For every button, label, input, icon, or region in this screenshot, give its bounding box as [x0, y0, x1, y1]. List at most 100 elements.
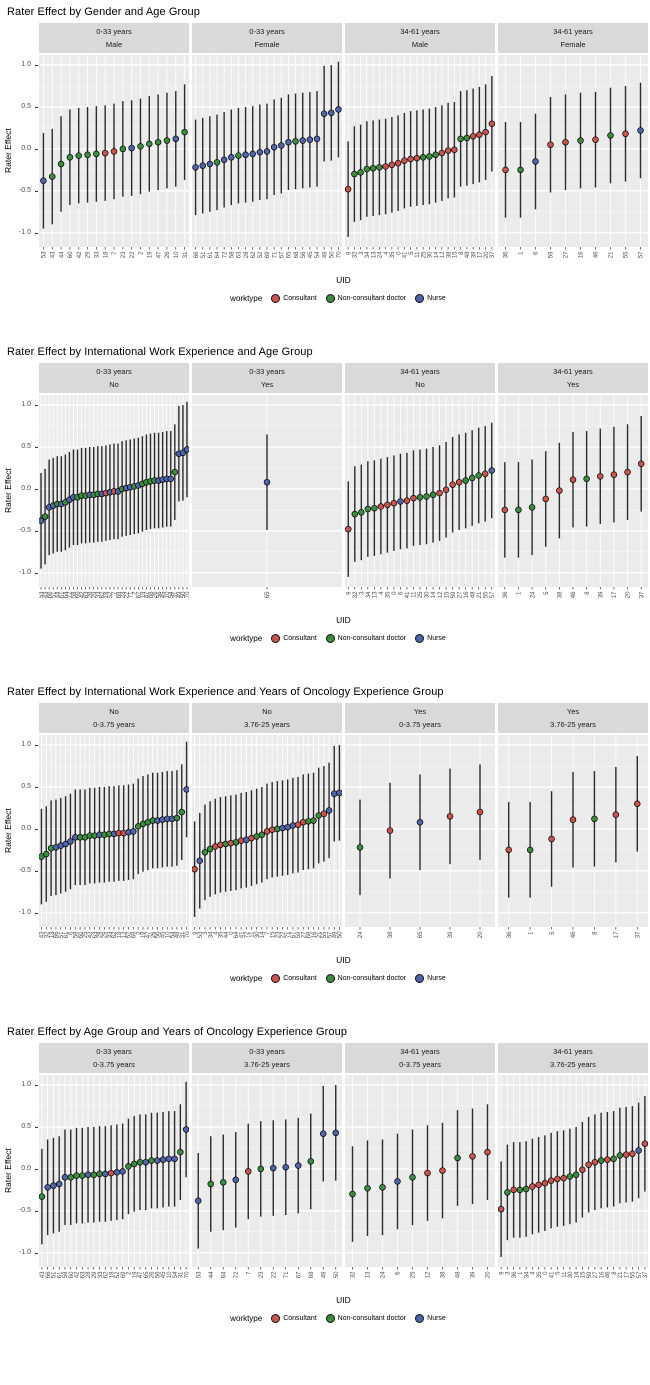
estimate-point — [377, 503, 385, 510]
estimate-point — [529, 1183, 536, 1190]
estimate-point — [457, 135, 464, 143]
x-tick-label: 70 — [337, 251, 342, 258]
x-tick-label: 49 — [177, 591, 183, 598]
facet-strip-bottom: Female — [560, 40, 586, 49]
x-tick-label: 63 — [93, 931, 99, 938]
estimate-point — [416, 494, 424, 501]
x-tick-label: 45 — [308, 251, 314, 258]
estimate-point — [591, 1158, 599, 1166]
legend: worktype Consultant Non-consultant doctor N… — [2, 1314, 648, 1323]
facet-strip: 34-61 years 0-3.75 years — [345, 1043, 495, 1073]
x-tick-label: 26 — [153, 591, 159, 598]
x-tick-label: 27 — [301, 931, 307, 938]
estimate-point — [207, 1180, 215, 1188]
x-tick-label: 39 — [471, 1271, 477, 1278]
estimate-point — [67, 838, 74, 845]
y-tick-mark — [35, 1126, 38, 1128]
x-tick-label: 17 — [478, 251, 484, 258]
facet-strip-top: 34-61 years — [553, 367, 593, 376]
estimate-point — [409, 1174, 416, 1181]
facet: 0-33 years 3.76-25 years 53 44 64 72 7 23 22 71 67… — [192, 1043, 342, 1297]
y-tick-label: 0.5 — [21, 782, 31, 790]
legend-key-swatch — [325, 294, 335, 303]
x-tick-label: 11 — [562, 1271, 568, 1278]
facet-panel: 5343665144616472586042632829336218527692… — [39, 395, 189, 598]
x-tick-label: 24 — [358, 931, 364, 938]
estimate-point — [310, 817, 317, 824]
estimate-point — [84, 1171, 92, 1179]
estimate-point — [463, 134, 471, 142]
x-tick-label: 54 — [315, 251, 321, 258]
estimate-point — [488, 467, 495, 474]
estimate-point — [325, 807, 333, 814]
facet-strip-bottom: Female — [254, 40, 280, 49]
estimate-point — [426, 153, 433, 160]
x-tick-label: 53 — [39, 591, 45, 598]
estimate-point — [43, 850, 50, 858]
x-tick-label: 66 — [47, 591, 53, 598]
x-tick-label: 25 — [411, 1271, 417, 1278]
x-tick-label: 70 — [185, 931, 189, 938]
estimate-point — [407, 155, 414, 163]
estimate-point — [227, 839, 235, 847]
x-tick-label: 47 — [145, 591, 151, 598]
x-tick-label: 15 — [444, 591, 450, 598]
estimate-point — [541, 1179, 549, 1187]
estimate-point — [635, 1147, 642, 1154]
x-tick-label: 29 — [103, 931, 109, 938]
estimate-point — [196, 857, 204, 865]
y-tick-mark — [35, 870, 38, 872]
estimate-point — [66, 154, 74, 161]
facet-strip: 0-33 years 0-3.75 years — [39, 1043, 189, 1073]
y-tick-mark — [35, 405, 38, 407]
facet-panel: 66 51 61 64 72 58 63 28 62 52 69 71 67 65 68 56 45 54 49 50… — [192, 55, 342, 258]
x-tick-label: 2 — [132, 591, 138, 595]
y-tick-mark — [35, 65, 38, 67]
x-tick-label: 44 — [55, 591, 61, 598]
estimate-point — [285, 138, 292, 146]
x-tick-label: 54 — [169, 591, 175, 598]
facet-strip-bottom: 3.76-25 years — [550, 720, 596, 729]
estimate-point — [307, 1158, 314, 1165]
x-tick-label: 46 — [571, 591, 577, 598]
y-tick-label: -0.5 — [18, 526, 31, 534]
estimate-point — [136, 1158, 144, 1166]
estimate-point — [345, 185, 352, 193]
estimate-point — [182, 1126, 189, 1133]
facet: 0-33 years Yes 65 — [192, 363, 342, 617]
x-tick-label: 29 — [92, 591, 98, 598]
y-tick-mark — [35, 745, 38, 747]
estimate-point — [268, 826, 276, 833]
x-tick-label: 66 — [194, 251, 200, 258]
legend: worktype Consultant Non-consultant doctor N… — [2, 294, 648, 303]
x-tick-label: 43 — [40, 931, 46, 938]
estimate-point — [488, 120, 495, 128]
estimate-point — [351, 170, 358, 178]
x-tick-label: 33 — [95, 251, 101, 258]
estimate-point — [232, 1176, 239, 1184]
estimate-point — [206, 845, 214, 853]
x-tick-label: 43 — [43, 591, 49, 598]
x-tick-label: 38 — [558, 591, 564, 598]
x-tick-label: 25 — [421, 251, 427, 258]
x-tick-label: 44 — [224, 931, 230, 938]
legend-key-swatch — [325, 634, 335, 643]
x-tick-label: 68 — [149, 591, 155, 598]
x-tick-label: 42 — [75, 1271, 81, 1278]
estimate-point — [505, 846, 512, 854]
x-tick-label: 32 — [44, 931, 50, 938]
x-tick-label: 63 — [80, 1271, 86, 1278]
estimate-point — [597, 473, 604, 480]
estimate-point — [510, 1186, 517, 1194]
x-tick-label: 11 — [415, 251, 421, 258]
estimate-point — [454, 1154, 461, 1162]
x-tick-label: 59 — [451, 591, 457, 598]
x-tick-label: 71 — [128, 591, 134, 598]
facet-panel: 9 3 36 1 34 4 35 0 41 5 11 30 14 15 59 27 16 46 8 21 17 55 57 3… — [498, 1075, 648, 1278]
estimate-point — [592, 136, 599, 143]
x-tick-label: 60 — [68, 251, 74, 258]
x-tick-label: 34 — [366, 591, 372, 598]
facet: 0-33 years Female 66 51 61 64 72 58 63 28 62 52 69 71… — [192, 23, 342, 277]
x-tick-label: 12 — [440, 251, 446, 258]
x-tick-label: 36 — [512, 1271, 518, 1278]
